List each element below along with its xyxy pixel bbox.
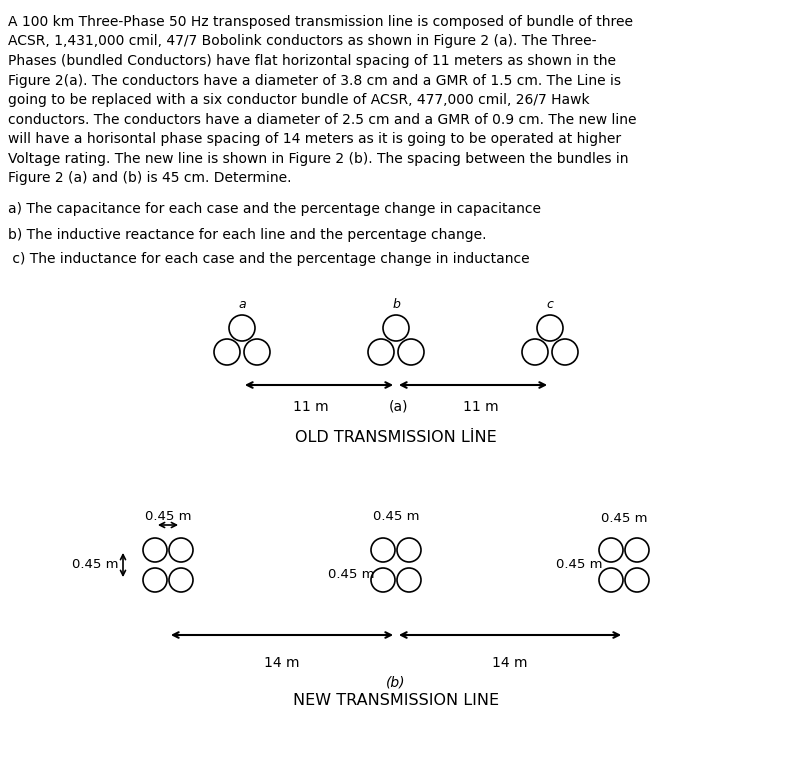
Text: will have a horisontal phase spacing of 14 meters as it is going to be operated : will have a horisontal phase spacing of … — [8, 132, 621, 146]
Text: 11 m: 11 m — [293, 400, 329, 414]
Text: OLD TRANSMISSION LİNE: OLD TRANSMISSION LİNE — [295, 430, 497, 445]
Text: conductors. The conductors have a diameter of 2.5 cm and a GMR of 0.9 cm. The ne: conductors. The conductors have a diamet… — [8, 112, 637, 126]
Text: 0.45 m: 0.45 m — [145, 510, 191, 523]
Text: c) The inductance for each case and the percentage change in inductance: c) The inductance for each case and the … — [8, 252, 530, 267]
Text: 0.45 m: 0.45 m — [329, 568, 375, 581]
Text: 14 m: 14 m — [493, 656, 527, 670]
Text: 11 m: 11 m — [463, 400, 499, 414]
Text: going to be replaced with a six conductor bundle of ACSR, 477,000 cmil, 26/7 Haw: going to be replaced with a six conducto… — [8, 93, 589, 107]
Text: a) The capacitance for each case and the percentage change in capacitance: a) The capacitance for each case and the… — [8, 202, 541, 217]
Text: b: b — [392, 298, 400, 311]
Text: Figure 2(a). The conductors have a diameter of 3.8 cm and a GMR of 1.5 cm. The L: Figure 2(a). The conductors have a diame… — [8, 74, 621, 88]
Text: b) The inductive reactance for each line and the percentage change.: b) The inductive reactance for each line… — [8, 228, 486, 242]
Text: c: c — [546, 298, 554, 311]
Text: 0.45 m: 0.45 m — [71, 558, 118, 571]
Text: 0.45 m: 0.45 m — [557, 558, 603, 571]
Text: A 100 km Three-Phase 50 Hz transposed transmission line is composed of bundle of: A 100 km Three-Phase 50 Hz transposed tr… — [8, 15, 633, 29]
Text: 14 m: 14 m — [265, 656, 299, 670]
Text: 0.45 m: 0.45 m — [601, 512, 647, 525]
Text: a: a — [238, 298, 246, 311]
Text: Figure 2 (a) and (b) is 45 cm. Determine.: Figure 2 (a) and (b) is 45 cm. Determine… — [8, 171, 291, 185]
Text: 0.45 m: 0.45 m — [373, 510, 419, 523]
Text: (a): (a) — [388, 400, 408, 414]
Text: (b): (b) — [386, 675, 406, 689]
Text: Voltage rating. The new line is shown in Figure 2 (b). The spacing between the b: Voltage rating. The new line is shown in… — [8, 151, 629, 165]
Text: NEW TRANSMISSION LINE: NEW TRANSMISSION LINE — [293, 693, 499, 708]
Text: ACSR, 1,431,000 cmil, 47/7 Bobolink conductors as shown in Figure 2 (a). The Thr: ACSR, 1,431,000 cmil, 47/7 Bobolink cond… — [8, 35, 596, 48]
Text: Phases (bundled Conductors) have flat horizontal spacing of 11 meters as shown i: Phases (bundled Conductors) have flat ho… — [8, 54, 616, 68]
